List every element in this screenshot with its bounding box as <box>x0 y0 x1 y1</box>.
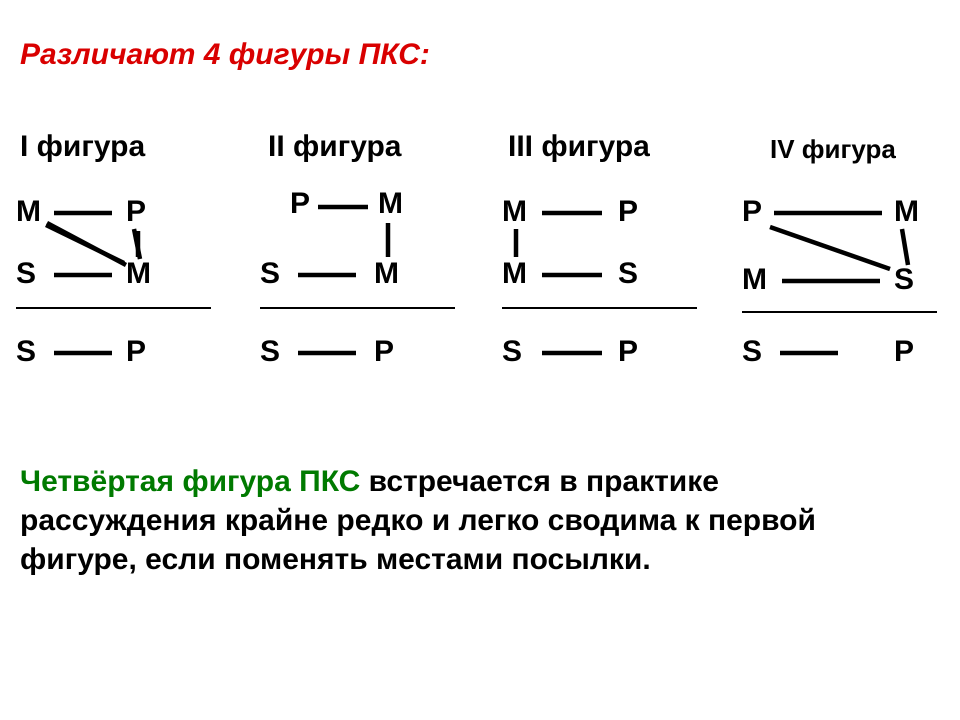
f3-r2-r: S <box>618 257 638 291</box>
f2-r3-l: S <box>260 335 280 369</box>
f4-r1-r: M <box>894 195 919 229</box>
page-title: Различают 4 фигуры ПКС: <box>20 38 430 72</box>
figure-3: M P M S S P <box>502 195 724 405</box>
figure-4: P M M S S P <box>742 195 960 405</box>
f2-r3-r: P <box>374 335 394 369</box>
f3-r1-l: M <box>502 195 527 229</box>
footnote: Четвёртая фигура ПКС встречается в практ… <box>20 462 920 579</box>
figure-1-diag <box>16 195 238 405</box>
f4-r2-r: S <box>894 263 914 297</box>
fig1-title: I фигура <box>20 130 145 164</box>
f4-hr <box>742 311 937 313</box>
f2-hr <box>260 307 455 309</box>
f2-r1-r: M <box>378 187 403 221</box>
figure-2: P M S M S P <box>260 195 482 405</box>
f4-r1-l: P <box>742 195 762 229</box>
figure-1: M P S M S P <box>16 195 238 405</box>
f2-r2-l: S <box>260 257 280 291</box>
f3-r3-l: S <box>502 335 522 369</box>
f4-r3-l: S <box>742 335 762 369</box>
fig2-title: II фигура <box>268 130 402 164</box>
f3-r3-r: P <box>618 335 638 369</box>
f2-r2-r: M <box>374 257 399 291</box>
f3-hr <box>502 307 697 309</box>
f4-r3-r: P <box>894 335 914 369</box>
fig3-title: III фигура <box>508 130 650 164</box>
figure-2-lines <box>260 195 482 405</box>
f3-r2-l: M <box>502 257 527 291</box>
figure-3-lines <box>502 195 724 405</box>
footnote-accent: Четвёртая фигура ПКС <box>20 465 360 498</box>
f4-r2-l: M <box>742 263 767 297</box>
fig4-title: IV фигура <box>770 134 896 165</box>
figure-4-lines <box>742 195 960 405</box>
f3-r1-r: P <box>618 195 638 229</box>
f2-r1-l: P <box>290 187 310 221</box>
